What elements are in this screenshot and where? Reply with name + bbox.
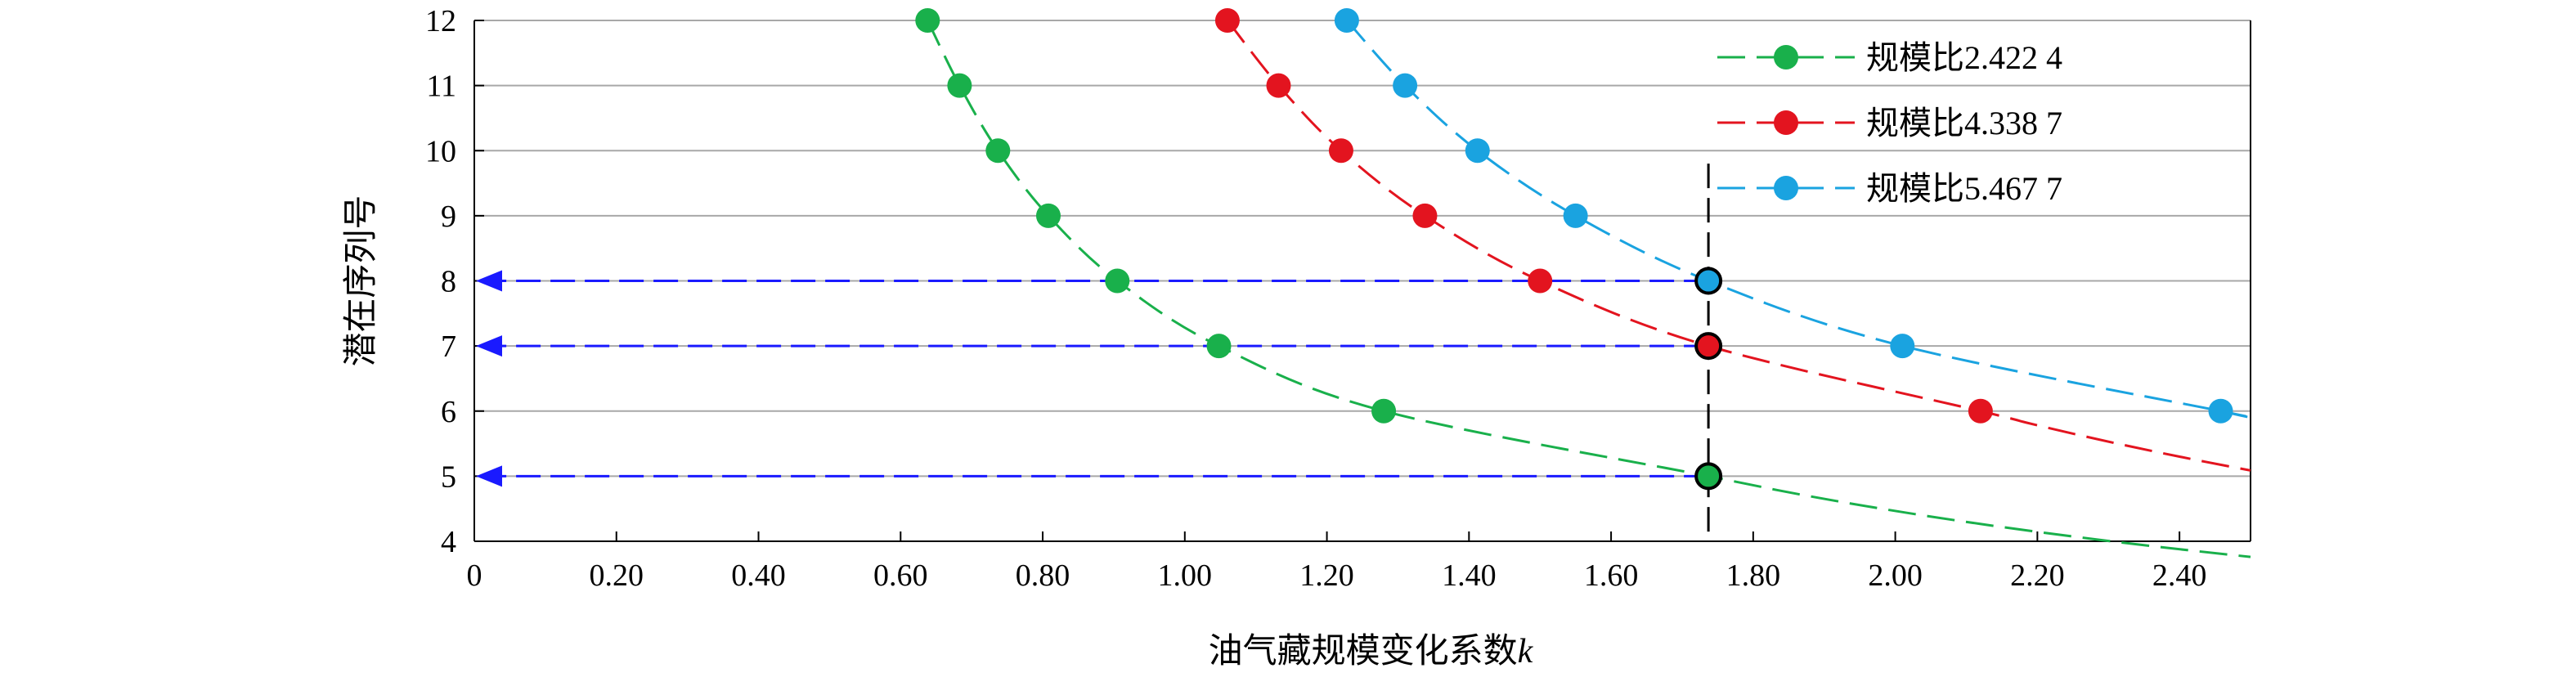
legend-marker — [1774, 176, 1798, 200]
legend-marker — [1774, 45, 1798, 69]
data-point — [1266, 73, 1291, 98]
data-point — [1035, 203, 1061, 228]
y-tick-label: 8 — [441, 265, 456, 299]
x-axis-label: 油气藏规模变化系数k — [1209, 632, 1534, 670]
x-tick-label: 1.20 — [1299, 558, 1354, 593]
y-tick-label: 7 — [441, 330, 456, 364]
x-tick-label: 2.20 — [2010, 558, 2065, 593]
y-tick-label: 11 — [426, 69, 456, 104]
x-tick-label: 0.20 — [590, 558, 644, 593]
y-tick-label: 4 — [441, 525, 456, 559]
x-tick-label: 1.80 — [1726, 558, 1781, 593]
y-tick-label: 9 — [441, 200, 456, 234]
x-tick-label: 0.40 — [731, 558, 786, 593]
y-tick-label: 10 — [425, 134, 456, 168]
data-point — [985, 138, 1011, 164]
y-axis-label: 潜在序列号 — [343, 195, 380, 366]
x-tick-label: 1.00 — [1158, 558, 1213, 593]
y-tick-label: 5 — [441, 460, 456, 494]
y-tick-label: 12 — [425, 4, 456, 38]
data-point — [1328, 138, 1353, 164]
arrowhead-y7 — [476, 335, 502, 357]
x-tick-label: 0.60 — [873, 558, 928, 593]
x-tick-label: 1.60 — [1584, 558, 1639, 593]
data-point — [1393, 73, 1418, 98]
data-point — [1105, 268, 1130, 294]
arrowhead-y8 — [476, 270, 502, 292]
reference-lines — [476, 164, 1710, 541]
data-point — [1968, 398, 1993, 424]
x-tick-label: 1.40 — [1442, 558, 1497, 593]
legend-label: 规模比5.467 7 — [1866, 170, 2062, 207]
y-tick-label: 6 — [441, 395, 456, 429]
data-point — [1371, 398, 1397, 424]
data-point — [1694, 267, 1723, 295]
data-point — [1412, 203, 1438, 228]
x-tick-label: 2.00 — [1868, 558, 1923, 593]
data-point — [1563, 203, 1588, 228]
fitted-curve-3 — [1345, 20, 2251, 419]
data-point — [1694, 462, 1723, 491]
x-tick-label: 0.80 — [1016, 558, 1070, 593]
legend-marker — [1774, 110, 1798, 135]
x-tick-label: 0 — [467, 558, 482, 593]
data-point — [1694, 332, 1723, 361]
data-point — [915, 8, 940, 33]
data-point — [1206, 334, 1232, 359]
data-point — [947, 73, 972, 98]
data-point — [1890, 334, 1915, 359]
data-point — [1214, 8, 1240, 33]
data-points — [915, 8, 2233, 491]
arrowhead-y5 — [476, 465, 502, 487]
legend: 规模比2.422 4 规模比4.338 7 规模比5.467 7 — [1717, 39, 2062, 207]
data-point — [2208, 398, 2233, 424]
axes: 4 5 6 7 8 9 10 11 12 0 0.20 0.40 0.60 0.80 1.00 1.20 1.4… — [425, 4, 2251, 593]
legend-label: 规模比4.338 7 — [1866, 105, 2062, 141]
data-point — [1465, 138, 1490, 164]
fitted-curve-1 — [926, 20, 2251, 558]
x-tick-label: 2.40 — [2152, 558, 2207, 593]
legend-label: 规模比2.422 4 — [1866, 39, 2062, 76]
data-point — [1334, 8, 1359, 33]
data-point — [1528, 268, 1553, 294]
